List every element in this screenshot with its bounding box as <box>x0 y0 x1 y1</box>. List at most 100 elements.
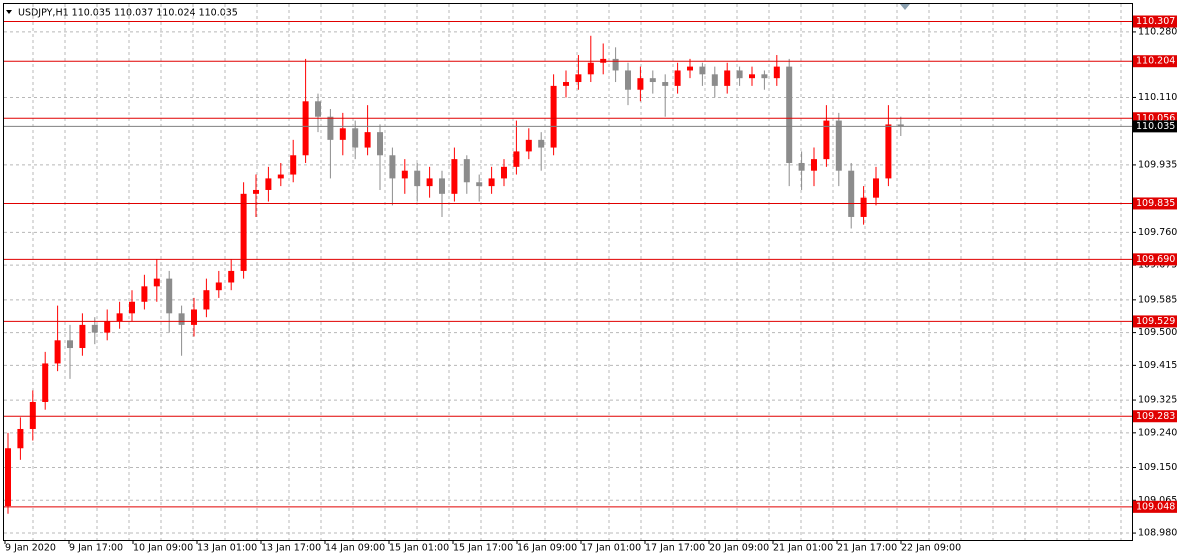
x-tick-label: 20 Jan 09:00 <box>709 543 769 554</box>
candle-body <box>848 170 855 217</box>
level-label: 109.690 <box>1136 254 1175 265</box>
candle-body <box>749 74 755 79</box>
level-tag <box>1133 197 1177 210</box>
y-tick-label: 110.280 <box>1138 26 1177 37</box>
x-tick-label: 14 Jan 09:00 <box>325 543 385 554</box>
candle-body <box>364 132 371 148</box>
candle-body <box>625 70 631 90</box>
level-label: 109.048 <box>1136 501 1175 512</box>
candle-body <box>215 282 222 291</box>
candle-body <box>811 159 817 171</box>
x-tick-label: 13 Jan 17:00 <box>261 543 321 554</box>
level-tag <box>1133 253 1177 266</box>
price-tag <box>1133 120 1177 133</box>
candle-body <box>54 340 61 364</box>
candle-body <box>42 363 49 402</box>
candle-body <box>897 124 904 127</box>
candle-body <box>302 101 309 156</box>
y-tick-label: 109.325 <box>1138 395 1177 406</box>
candle-body <box>538 139 545 148</box>
candle-body <box>798 162 805 171</box>
candle-body <box>141 286 148 302</box>
candle-body <box>674 70 681 86</box>
candle-body <box>575 74 582 83</box>
menu-arrow[interactable] <box>6 10 12 14</box>
candle-body <box>637 78 644 90</box>
candle-body <box>240 193 247 271</box>
candle-body <box>29 401 36 429</box>
candle-body <box>116 313 123 322</box>
level-tag <box>1133 410 1177 423</box>
candle-body <box>191 309 197 325</box>
level-label: 109.529 <box>1136 316 1175 327</box>
x-tick-label: 17 Jan 17:00 <box>645 543 705 554</box>
candle-body <box>104 321 111 333</box>
y-tick-label: 109.150 <box>1138 462 1177 473</box>
candle-body <box>563 82 569 86</box>
level-tag <box>1133 55 1177 68</box>
price-label: 110.035 <box>1136 121 1175 132</box>
candle-body <box>724 70 731 86</box>
candle-body <box>501 166 507 179</box>
y-tick-label: 109.240 <box>1138 427 1177 438</box>
candle-body <box>587 62 594 75</box>
candle-body <box>203 290 210 310</box>
x-tick-label: 15 Jan 01:00 <box>389 543 449 554</box>
y-tick-label: 109.760 <box>1138 227 1177 238</box>
candle-body <box>860 197 867 217</box>
chart-title: USDJPY,H1 110.035 110.037 110.024 110.03… <box>18 8 238 19</box>
level-label: 110.056 <box>1136 113 1175 124</box>
level-tag <box>1133 15 1177 28</box>
candle-body <box>91 324 98 333</box>
candle-body <box>873 178 879 198</box>
y-tick-label: 110.110 <box>1138 92 1177 103</box>
candle-body <box>662 82 669 86</box>
candle-body <box>612 58 619 71</box>
candle-body <box>129 301 135 314</box>
candle-body <box>649 78 656 83</box>
candle-body <box>823 120 830 160</box>
x-tick-label: 15 Jan 17:00 <box>453 543 513 554</box>
candle-body <box>79 324 86 349</box>
candle-body <box>488 178 495 187</box>
level-label: 109.835 <box>1136 198 1175 209</box>
candle-body <box>166 278 173 314</box>
candle-body <box>550 85 557 148</box>
candle-body <box>761 74 768 79</box>
x-tick-label: 21 Jan 01:00 <box>773 543 833 554</box>
x-tick-label: 10 Jan 09:00 <box>133 543 193 554</box>
candle-body <box>786 66 793 163</box>
candle-body <box>835 120 842 171</box>
candle-body <box>699 66 706 75</box>
level-tag <box>1133 315 1177 328</box>
y-tick-label: 109.935 <box>1138 159 1177 170</box>
candle-body <box>401 170 408 179</box>
candle-body <box>265 178 272 190</box>
candle-body <box>253 189 259 194</box>
candle-body <box>67 340 73 349</box>
candle-body <box>736 70 743 79</box>
candle-body <box>5 448 11 507</box>
x-tick-label: 16 Jan 09:00 <box>517 543 577 554</box>
candle-body <box>389 155 396 179</box>
candle-body <box>277 174 284 179</box>
candle-body <box>687 66 693 71</box>
x-tick-label: 13 Jan 01:00 <box>197 543 257 554</box>
candle-body <box>352 128 359 148</box>
candle-body <box>290 155 297 175</box>
candle-body <box>426 178 433 187</box>
candle-body <box>885 124 892 179</box>
candle-body <box>451 159 458 194</box>
x-tick-label: 9 Jan 2020 <box>5 543 56 554</box>
candle-body <box>228 270 235 283</box>
candle-body <box>773 66 780 79</box>
candle-body <box>439 178 445 194</box>
candle-body <box>414 170 421 187</box>
level-tag <box>1133 500 1177 513</box>
y-tick-label: 109.415 <box>1138 360 1177 371</box>
y-tick-label: 109.065 <box>1138 495 1177 506</box>
candle-body <box>327 116 334 140</box>
plot-frame <box>3 3 1133 541</box>
y-tick-label: 108.980 <box>1138 528 1177 539</box>
